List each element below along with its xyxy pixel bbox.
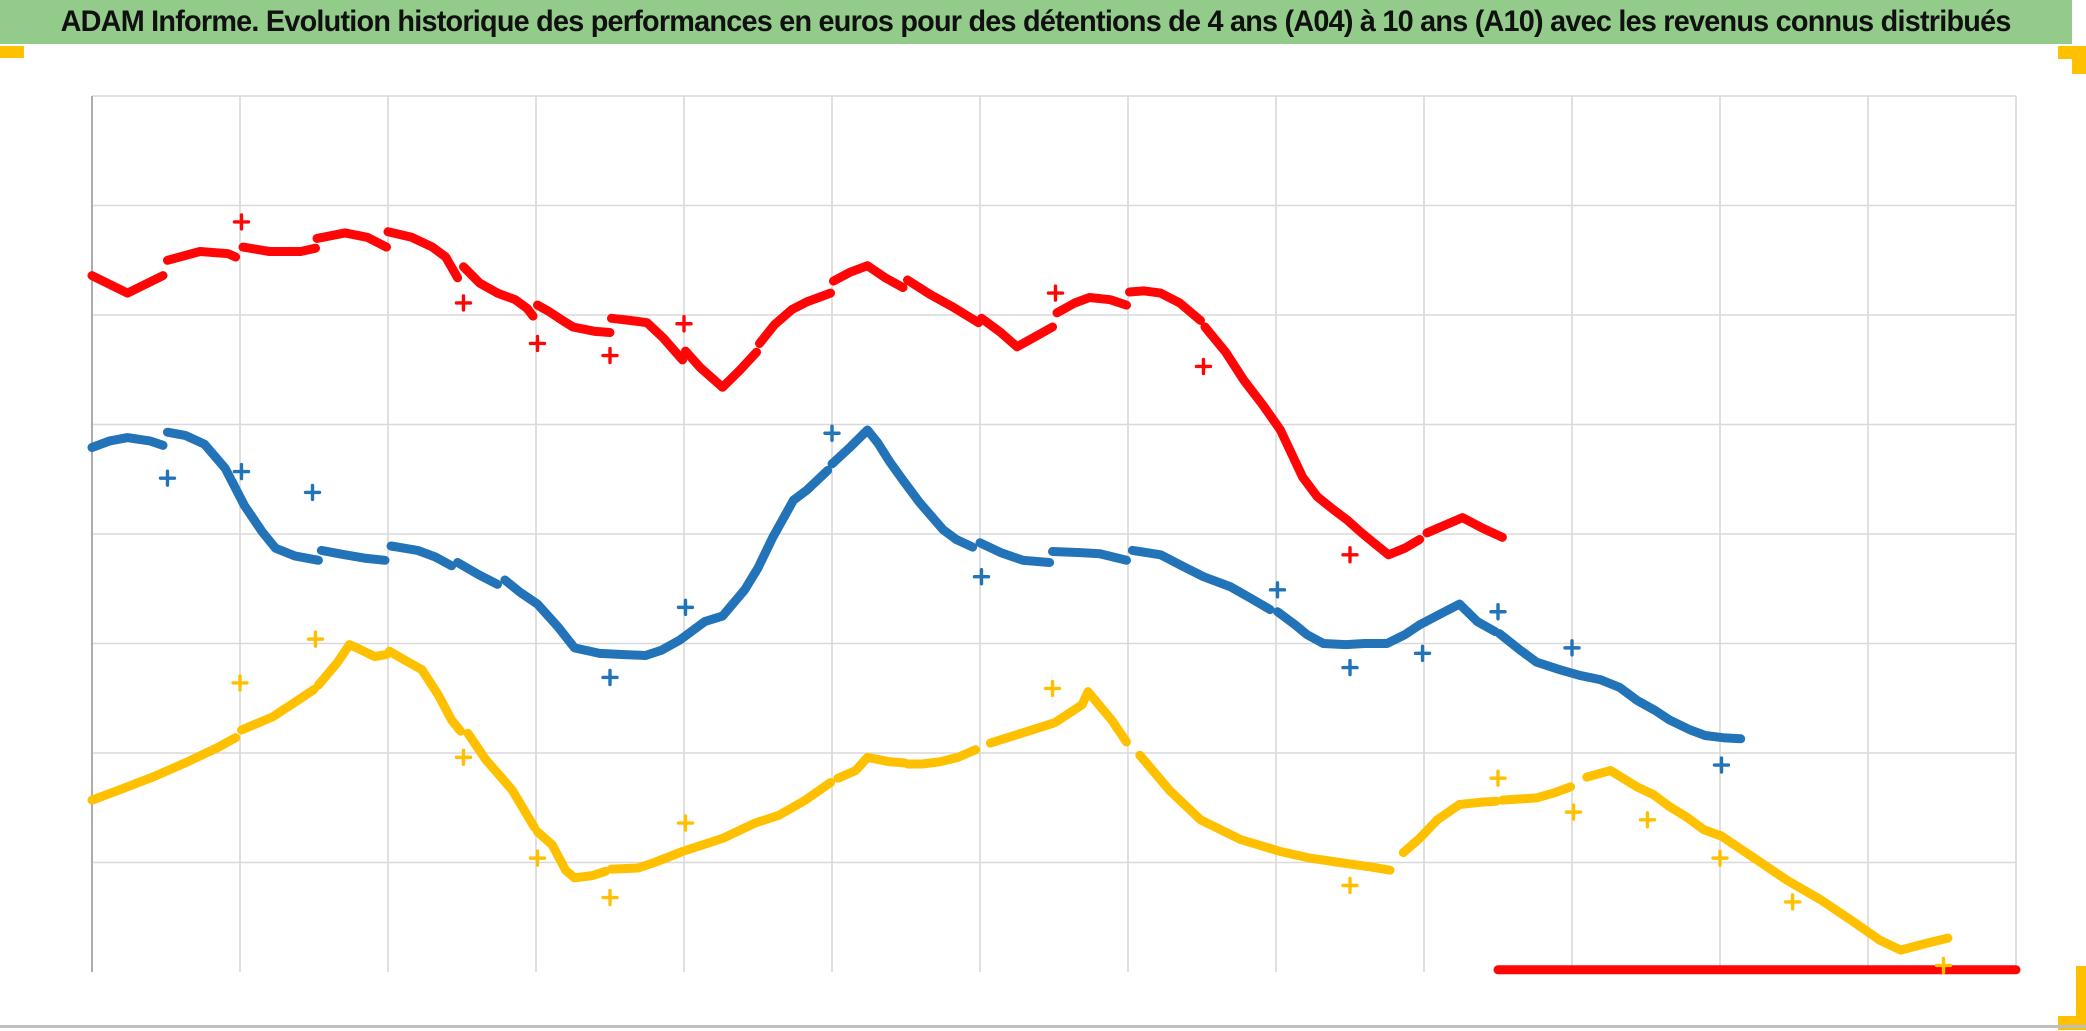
- selection-corner-top-left: [0, 46, 24, 58]
- yellow-series-outlier-marker: [1638, 811, 1657, 829]
- yellow-series-outlier-marker: [1341, 876, 1359, 895]
- scatter-plot[interactable]: [0, 44, 2086, 1031]
- yellow-series-outlier-marker: [1564, 803, 1583, 821]
- red-series-outlier-marker: [528, 334, 547, 353]
- yellow-series-outlier-marker: [676, 814, 695, 832]
- blue-series-outlier-marker: [1489, 603, 1507, 621]
- selection-corner-top-right: [2058, 46, 2086, 59]
- blue-series-outlier-marker: [232, 462, 251, 481]
- red-series: [87, 213, 2021, 975]
- yellow-series-outlier-marker: [1934, 956, 1953, 975]
- gridlines: [91, 95, 2017, 972]
- chart-title-bar: ADAM Informe. Evolution historique des p…: [0, 0, 2072, 44]
- blue-series: [87, 424, 1746, 774]
- red-series-outlier-marker: [601, 346, 619, 365]
- red-series-outlier-marker: [232, 213, 251, 231]
- yellow-series: [87, 630, 1953, 975]
- blue-series-outlier-marker: [1712, 756, 1731, 774]
- chart-area[interactable]: [0, 44, 2086, 1031]
- yellow-series-outlier-marker: [601, 888, 619, 907]
- blue-series-outlier-marker: [823, 424, 841, 442]
- sheet-border-line: [0, 1025, 2086, 1028]
- yellow-series-outlier-marker: [306, 630, 325, 648]
- chart-title: ADAM Informe. Evolution historique des p…: [60, 5, 2012, 38]
- blue-series-outlier-marker: [972, 568, 991, 586]
- blue-series-outlier-marker: [601, 668, 619, 687]
- blue-series-outlier-marker: [1413, 644, 1432, 663]
- blue-series-outlier-marker: [1563, 639, 1581, 657]
- yellow-series-outlier-marker: [1489, 769, 1507, 787]
- selection-corner-bottom-right: [2076, 966, 2086, 1020]
- red-series-outlier-marker: [1341, 546, 1359, 564]
- yellow-series-outlier-marker: [528, 849, 547, 867]
- yellow-series-outlier-marker: [231, 674, 249, 692]
- yellow-series-outlier-marker: [1043, 679, 1062, 698]
- yellow-series-outlier-marker: [454, 748, 473, 767]
- blue-series-outlier-marker: [676, 598, 695, 617]
- blue-series-outlier-marker: [1341, 658, 1359, 677]
- yellow-series-outlier-marker: [1783, 893, 1802, 911]
- blue-series-outlier-marker: [158, 469, 177, 487]
- blue-series-outlier-marker: [303, 483, 322, 502]
- red-series-outlier-marker: [675, 315, 693, 333]
- red-series-outlier-marker: [1046, 284, 1065, 302]
- yellow-series-outlier-marker: [1711, 849, 1729, 867]
- blue-series-outlier-marker: [1268, 581, 1287, 599]
- red-series-outlier-marker: [1194, 357, 1213, 376]
- selection-corner-top-right-tab: [2072, 59, 2086, 74]
- red-series-outlier-marker: [454, 294, 473, 312]
